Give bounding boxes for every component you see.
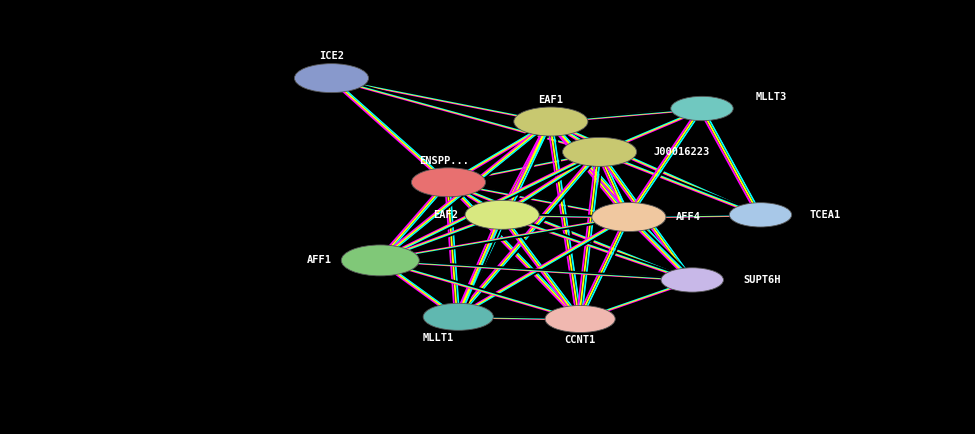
Text: SUPT6H: SUPT6H bbox=[743, 275, 780, 285]
Text: EAF1: EAF1 bbox=[538, 95, 564, 105]
Ellipse shape bbox=[514, 107, 588, 136]
Text: AFF4: AFF4 bbox=[676, 212, 701, 222]
Ellipse shape bbox=[411, 168, 486, 197]
Text: J00016223: J00016223 bbox=[653, 147, 710, 157]
Text: MLLT3: MLLT3 bbox=[756, 92, 787, 102]
Ellipse shape bbox=[423, 303, 493, 330]
Ellipse shape bbox=[545, 306, 615, 332]
Ellipse shape bbox=[563, 138, 637, 166]
Text: ICE2: ICE2 bbox=[319, 51, 344, 61]
Ellipse shape bbox=[661, 268, 723, 292]
Text: EAF2: EAF2 bbox=[433, 210, 458, 220]
Ellipse shape bbox=[729, 203, 792, 227]
Ellipse shape bbox=[592, 203, 666, 231]
Text: CCNT1: CCNT1 bbox=[565, 335, 596, 345]
Text: TCEA1: TCEA1 bbox=[809, 210, 840, 220]
Text: AFF1: AFF1 bbox=[306, 255, 332, 266]
Ellipse shape bbox=[465, 201, 539, 229]
Ellipse shape bbox=[671, 96, 733, 121]
Text: MLLT1: MLLT1 bbox=[423, 333, 454, 343]
Ellipse shape bbox=[294, 64, 369, 92]
Ellipse shape bbox=[341, 245, 419, 276]
Text: ENSPP...: ENSPP... bbox=[418, 156, 469, 166]
